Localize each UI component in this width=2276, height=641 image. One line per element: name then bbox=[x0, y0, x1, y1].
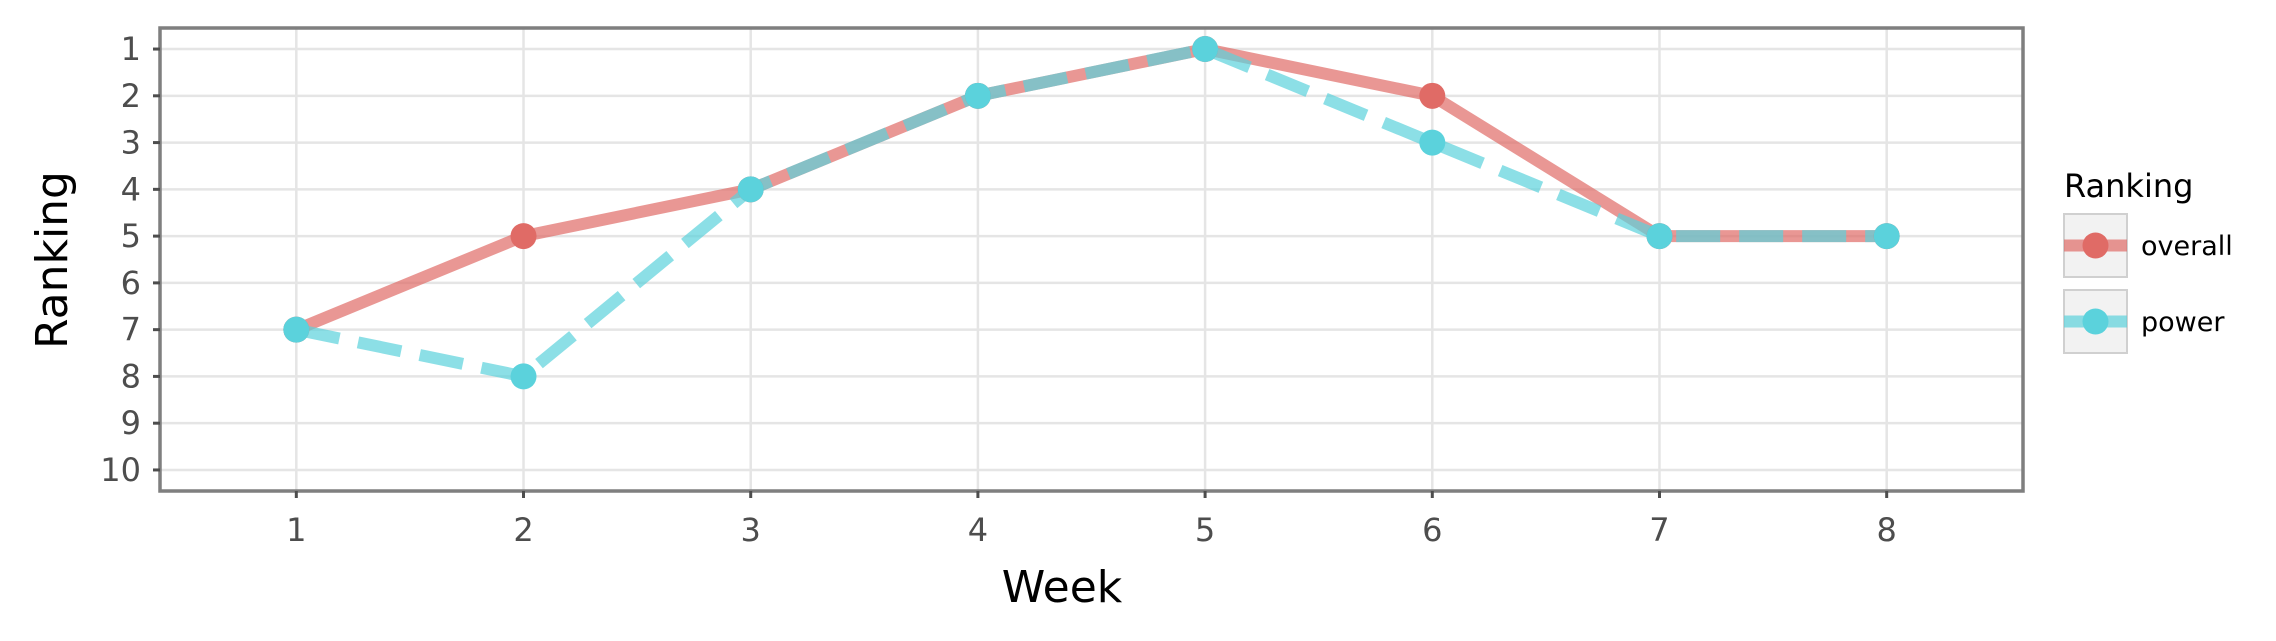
x-tick-label: 3 bbox=[741, 511, 761, 549]
series-lines bbox=[294, 43, 1887, 383]
legend-label-power: power bbox=[2141, 307, 2225, 338]
y-axis-tick-labels: 1 2 3 4 5 6 7 8 9 10 bbox=[100, 30, 141, 489]
y-tick-label: 8 bbox=[121, 357, 141, 395]
x-tick-label: 1 bbox=[286, 511, 306, 549]
series-line-power bbox=[295, 43, 1887, 383]
y-tick-label: 1 bbox=[121, 30, 141, 68]
data-point-overall bbox=[1419, 82, 1446, 109]
x-tick-label: 4 bbox=[968, 511, 988, 549]
panel-background bbox=[160, 28, 2023, 491]
axis-ticks bbox=[153, 47, 1889, 498]
data-point-power bbox=[1419, 129, 1446, 156]
data-point-power bbox=[510, 363, 537, 390]
legend: Ranking overall power bbox=[2063, 167, 2233, 354]
legend-label-overall: overall bbox=[2141, 231, 2233, 262]
y-tick-label: 3 bbox=[121, 124, 141, 162]
x-axis-title: Week bbox=[1002, 562, 1123, 613]
x-tick-label: 2 bbox=[513, 511, 533, 549]
y-tick-label: 4 bbox=[121, 170, 141, 208]
x-tick-label: 5 bbox=[1195, 511, 1215, 549]
data-point-power bbox=[1192, 36, 1219, 63]
data-point-power bbox=[737, 176, 764, 203]
data-point-overall bbox=[510, 223, 537, 250]
data-point-power bbox=[1873, 223, 1900, 250]
legend-key-point-overall bbox=[2082, 232, 2109, 259]
data-point-power bbox=[964, 82, 991, 109]
y-tick-label: 5 bbox=[121, 217, 141, 255]
y-tick-label: 6 bbox=[121, 264, 141, 302]
y-axis-title: Ranking bbox=[27, 171, 78, 349]
data-point-power bbox=[1646, 223, 1673, 250]
y-tick-label: 10 bbox=[100, 451, 141, 489]
series-points bbox=[283, 36, 1900, 390]
data-point-power bbox=[283, 316, 310, 343]
legend-title: Ranking bbox=[2064, 167, 2193, 205]
y-tick-label: 2 bbox=[121, 77, 141, 115]
x-tick-label: 7 bbox=[1649, 511, 1669, 549]
legend-items: overall power bbox=[2063, 213, 2233, 354]
panel-border bbox=[158, 26, 2025, 493]
y-tick-label: 9 bbox=[121, 404, 141, 442]
y-tick-label: 7 bbox=[121, 311, 141, 349]
x-axis-tick-labels: 1 2 3 4 5 6 7 8 bbox=[286, 511, 1897, 549]
legend-key-point-power bbox=[2082, 308, 2109, 335]
x-tick-label: 8 bbox=[1877, 511, 1897, 549]
x-tick-label: 6 bbox=[1422, 511, 1442, 549]
